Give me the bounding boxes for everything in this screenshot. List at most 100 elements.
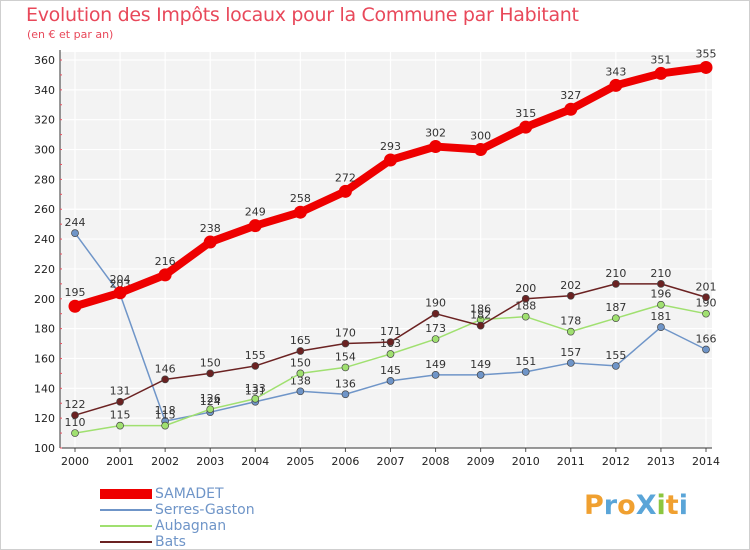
data-point — [702, 293, 710, 302]
logo-letter: i — [656, 490, 666, 521]
y-tick-label: 300 — [34, 144, 55, 157]
data-point — [657, 300, 665, 309]
chart-subtitle: (en € et par an) — [27, 28, 114, 41]
data-point — [657, 323, 665, 331]
data-label: 210 — [605, 267, 626, 280]
y-tick-label: 140 — [34, 382, 55, 395]
data-label: 146 — [155, 362, 176, 375]
logo-letter: X — [635, 490, 657, 521]
logo-letter: i — [678, 490, 688, 521]
x-tick-label: 2013 — [647, 455, 675, 468]
x-tick-label: 2010 — [512, 455, 540, 468]
data-label: 145 — [380, 364, 401, 377]
data-point — [521, 368, 530, 376]
data-point — [476, 371, 485, 379]
data-label: 171 — [380, 325, 401, 338]
x-tick-label: 2006 — [331, 455, 359, 468]
data-label: 157 — [560, 346, 581, 359]
data-point — [68, 299, 82, 313]
data-point — [158, 268, 172, 282]
data-label: 216 — [155, 255, 176, 268]
x-tick-label: 2004 — [241, 455, 269, 468]
data-point — [116, 397, 124, 406]
data-label: 351 — [650, 53, 671, 66]
data-point — [699, 60, 713, 74]
data-label: 138 — [290, 374, 311, 387]
data-point — [654, 66, 668, 80]
data-point — [431, 371, 440, 379]
data-point — [251, 394, 260, 403]
x-tick-label: 2008 — [422, 455, 450, 468]
y-tick-label: 240 — [34, 233, 55, 246]
data-label: 188 — [515, 300, 536, 313]
legend-swatch-serres-gaston — [100, 509, 152, 511]
data-label: 166 — [696, 333, 717, 346]
legend-swatch-aubagnan — [100, 525, 152, 527]
data-point — [519, 120, 533, 134]
data-label: 131 — [110, 385, 131, 398]
data-label: 149 — [470, 358, 491, 371]
data-point — [384, 153, 397, 167]
y-tick-label: 340 — [34, 84, 55, 97]
data-label: 187 — [605, 301, 626, 314]
data-point — [566, 359, 575, 367]
data-point — [702, 345, 710, 354]
data-point — [566, 327, 575, 336]
data-point — [564, 102, 578, 116]
data-label: 238 — [200, 222, 221, 235]
data-label: 272 — [335, 171, 356, 184]
logo-letter: P — [584, 490, 604, 521]
data-label: 258 — [290, 192, 311, 205]
data-point — [476, 321, 485, 330]
data-point — [612, 362, 620, 370]
x-tick-label: 2003 — [196, 455, 224, 468]
data-label: 136 — [335, 377, 356, 390]
chart-title: Evolution des Impôts locaux pour la Comm… — [26, 4, 579, 26]
data-label: 115 — [155, 409, 176, 422]
logo-letter: o — [617, 490, 636, 521]
data-label: 126 — [200, 392, 221, 405]
data-point — [386, 338, 395, 346]
data-point — [521, 312, 530, 321]
data-point — [161, 375, 169, 384]
x-tick-label: 2002 — [151, 455, 179, 468]
data-label: 155 — [245, 349, 266, 362]
data-label: 110 — [65, 416, 86, 429]
data-point — [203, 235, 217, 249]
data-point — [296, 347, 305, 355]
y-tick-label: 180 — [34, 323, 55, 336]
data-label: 302 — [425, 127, 446, 140]
data-point — [206, 405, 215, 414]
data-point — [566, 291, 575, 300]
line-chart: 100 120 140 160 180 200 220 240 260 280 300 320 340 3… — [34, 47, 720, 468]
data-label: 210 — [650, 267, 671, 280]
data-point — [113, 286, 127, 300]
data-label: 133 — [245, 382, 266, 395]
data-label: 244 — [65, 216, 86, 229]
data-label: 124 — [200, 395, 221, 408]
data-label: 178 — [560, 315, 581, 328]
data-point — [296, 387, 305, 396]
legend-label-serres-gaston: Serres-Gaston — [155, 502, 255, 518]
legend-label-bats: Bats — [155, 534, 186, 550]
data-point — [521, 294, 530, 303]
data-point — [431, 335, 440, 343]
x-tick-label: 2011 — [557, 455, 585, 468]
data-label: 118 — [155, 404, 176, 417]
data-label: 186 — [470, 303, 491, 316]
data-label: 204 — [110, 273, 131, 286]
legend-swatch-bats — [100, 541, 152, 543]
logo-letter: t — [665, 490, 679, 521]
data-point — [251, 362, 260, 370]
y-tick-label: 360 — [34, 54, 55, 67]
data-point — [657, 279, 665, 288]
data-label: 195 — [65, 286, 86, 299]
data-label: 122 — [65, 398, 86, 411]
data-label: 150 — [290, 356, 311, 369]
y-tick-label: 160 — [34, 352, 55, 365]
data-label: 149 — [425, 358, 446, 371]
y-tick-label: 120 — [34, 412, 55, 425]
y-tick-label: 260 — [34, 203, 55, 216]
data-point — [609, 78, 623, 92]
data-label: 151 — [515, 355, 536, 368]
